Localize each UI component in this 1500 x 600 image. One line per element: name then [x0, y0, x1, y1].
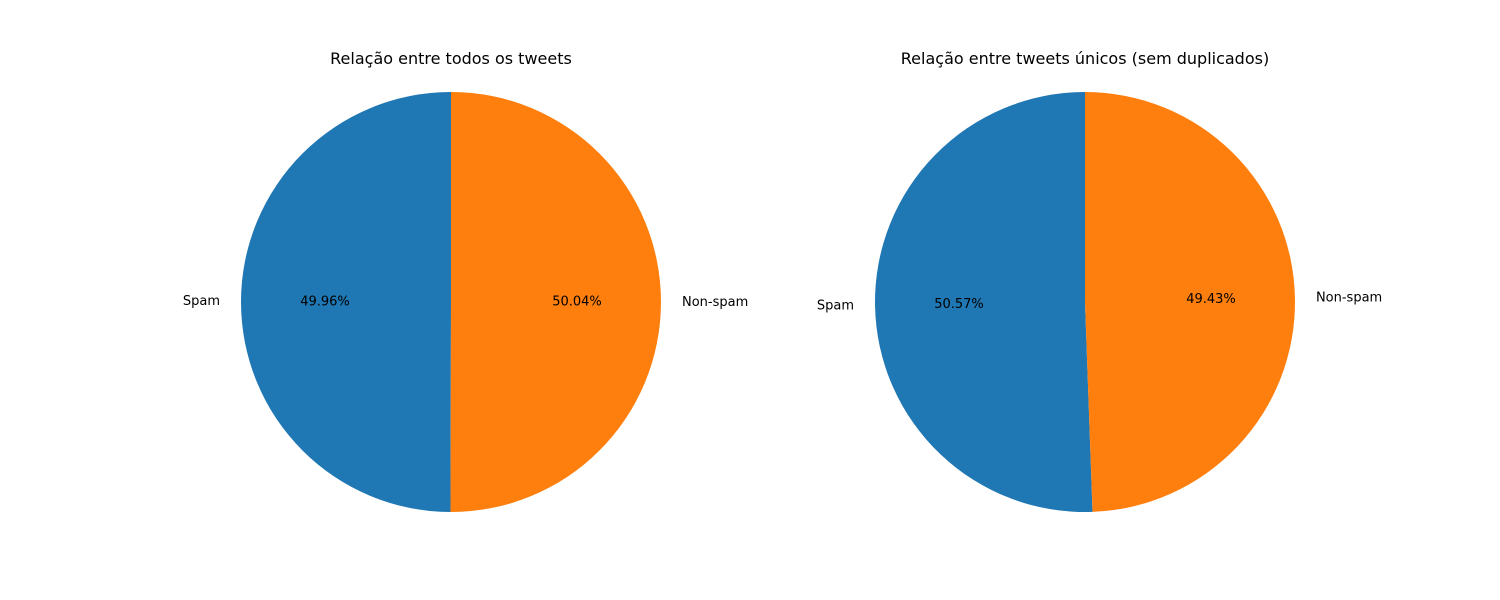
pie-percent-label: 50.04%	[552, 295, 602, 310]
pie-percent-label: 49.43%	[1186, 292, 1236, 307]
pie-chart-unique-tweets: 50.57% Spam 49.43% Non-spam Relação entre tw…	[817, 49, 1382, 512]
pie-percent-label: 49.96%	[300, 294, 350, 309]
pie-slice-spam	[875, 92, 1093, 512]
chart-title: Relação entre tweets únicos (sem duplica…	[901, 49, 1269, 68]
pie-slice-non-spam	[450, 92, 661, 512]
pie-slice-spam	[240, 92, 451, 512]
pie-chart-all-tweets: 49.96% Spam 50.04% Non-spam Relação entre to…	[183, 49, 748, 512]
pie-slice-label: Spam	[817, 299, 854, 314]
pie-slice-label: Non-spam	[682, 295, 748, 310]
pie-slice-label: Non-spam	[1316, 290, 1382, 305]
pie-slice-non-spam	[1085, 92, 1296, 512]
pie-percent-label: 50.57%	[934, 297, 984, 312]
pie-slice-label: Spam	[183, 294, 220, 309]
chart-title: Relação entre todos os tweets	[330, 49, 572, 68]
